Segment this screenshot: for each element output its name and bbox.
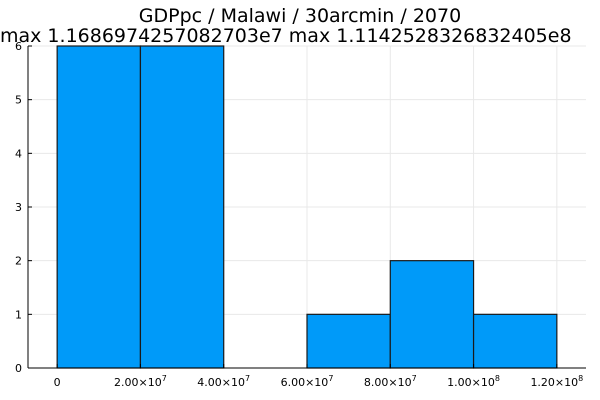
histogram-bar [56,45,142,369]
chart-subtitle: max 1.1686974257082703e7 max 1.114252832… [0,25,572,47]
y-tick-label: 6 [15,40,22,53]
x-tick-label: 1.20×108 [530,374,583,389]
y-tick-label: 2 [15,255,22,268]
x-tick-label: 2.00×107 [114,374,167,389]
histogram-bars [56,45,558,369]
histogram-bar [472,313,558,369]
y-tick-label: 5 [15,94,22,107]
x-tick-label: 4.00×107 [197,374,250,389]
x-tick-label: 1.00×108 [447,374,500,389]
x-tick-label: 6.00×107 [281,374,334,389]
histogram-bar [306,313,391,369]
y-tick-label: 3 [15,201,22,214]
y-axis-ticks: 0 1 2 3 4 5 6 [15,40,32,375]
y-tick-label: 4 [15,147,22,160]
chart-title: GDPpc / Malawi / 30arcmin / 2070 [138,5,462,27]
y-tick-label: 1 [15,308,22,321]
histogram-bar [139,45,225,369]
x-tick-label: 0 [54,376,61,389]
x-tick-label: 8.00×107 [364,374,417,389]
x-axis-ticks: 0 2.00×107 4.00×107 6.00×107 8.00×107 1.00×10… [54,364,583,389]
histogram-bar [389,260,475,369]
y-tick-label: 0 [15,362,22,375]
